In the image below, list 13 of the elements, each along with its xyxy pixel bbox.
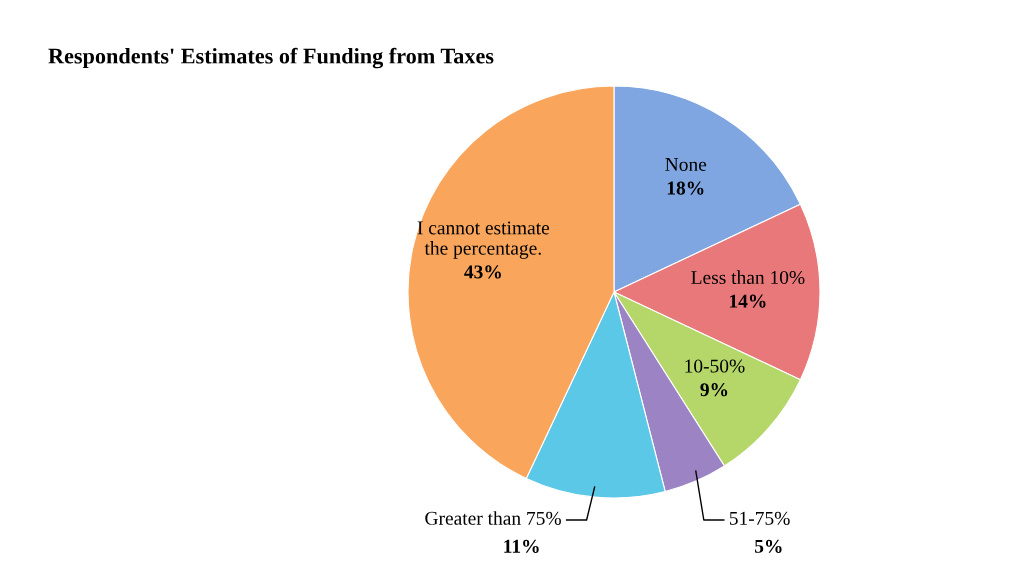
slice-label: I cannot estimate the percentage.: [417, 221, 550, 259]
slice-label: Less than 10%: [691, 270, 805, 285]
data-label: 43%: [464, 265, 501, 279]
data-label: 14%: [730, 294, 766, 308]
slice-label: None: [665, 158, 707, 171]
chart-title: Respondents' Estimates of Funding from Taxes: [48, 47, 494, 69]
data-label: 9%: [700, 383, 728, 397]
slice-label: 51-75%: [729, 511, 790, 525]
data-label: 18%: [667, 181, 704, 195]
data-label: 5%: [755, 539, 782, 553]
slice-label: Greater than 75%: [425, 511, 561, 525]
data-label: 11%: [504, 539, 539, 553]
slice-label: 10-50%: [685, 359, 745, 373]
